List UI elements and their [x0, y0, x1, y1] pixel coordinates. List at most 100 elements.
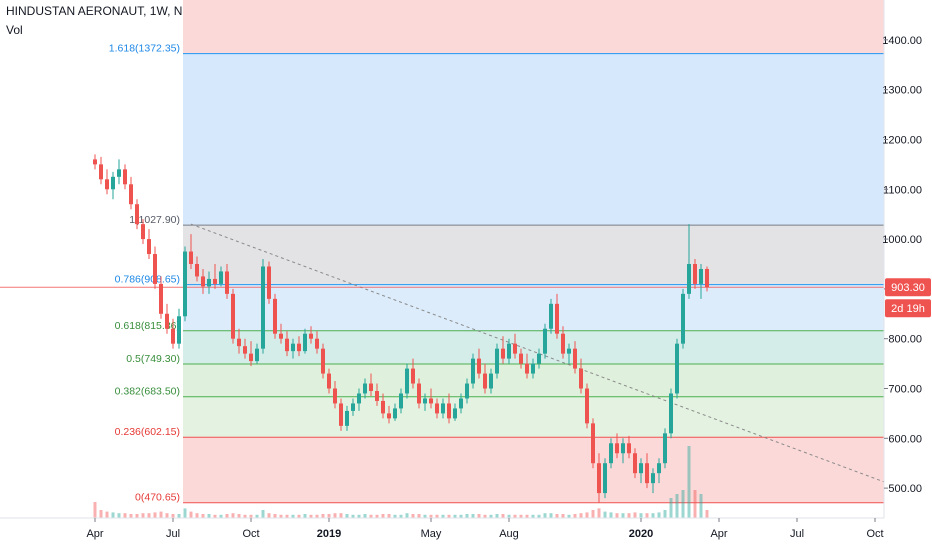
- candle-body: [621, 443, 625, 454]
- candle-body: [339, 403, 343, 426]
- volume-bar: [99, 510, 103, 518]
- volume-bar: [417, 514, 421, 518]
- candle-body: [231, 293, 235, 339]
- candle-body: [585, 388, 589, 424]
- candle-body: [489, 373, 493, 389]
- fib-zone: [183, 363, 932, 397]
- candle-body: [243, 346, 247, 354]
- volume-bar: [483, 514, 487, 518]
- volume-bar: [369, 514, 373, 518]
- volume-bar: [213, 514, 217, 518]
- volume-bar: [633, 512, 637, 518]
- candle-body: [663, 433, 667, 464]
- fib-label: 0.5(749.30): [126, 353, 180, 365]
- volume-bar: [441, 514, 445, 518]
- volume-bar: [531, 514, 535, 518]
- candle-body: [627, 443, 631, 454]
- candle-body: [321, 348, 325, 374]
- candle-body: [189, 251, 193, 264]
- volume-bar: [105, 511, 109, 518]
- volume-bar: [339, 513, 343, 518]
- candle-body: [573, 348, 577, 369]
- candle-body: [597, 463, 601, 494]
- candle-body: [603, 463, 607, 494]
- candle-body: [531, 363, 535, 374]
- x-tick-label: 2020: [629, 528, 653, 540]
- current-price-badge: [885, 278, 931, 297]
- volume-bar: [219, 514, 223, 518]
- fib-zone: [183, 0, 932, 54]
- candle-body: [129, 184, 133, 205]
- volume-bar: [465, 514, 469, 518]
- countdown-badge: [885, 299, 931, 318]
- candle-body: [387, 413, 391, 419]
- candle-body: [633, 453, 637, 474]
- x-tick-label: 2019: [317, 528, 341, 540]
- volume-bar: [195, 513, 199, 518]
- candle-body: [225, 271, 229, 294]
- volume-bar: [123, 513, 127, 518]
- candle-body: [441, 403, 445, 414]
- volume-bar: [543, 513, 547, 518]
- volume-bar: [273, 514, 277, 518]
- candle-body: [513, 343, 517, 354]
- fib-zone: [183, 225, 932, 285]
- x-tick-label: May: [421, 528, 442, 540]
- candle-body: [183, 251, 187, 317]
- volume-bar: [705, 510, 709, 518]
- volume-bar: [243, 514, 247, 518]
- candle-body: [561, 333, 565, 354]
- volume-bar: [387, 514, 391, 518]
- candle-body: [117, 169, 121, 177]
- volume-bar: [261, 510, 265, 518]
- volume-bar: [249, 514, 253, 518]
- candle-body: [609, 443, 613, 464]
- candle-body: [237, 338, 241, 347]
- volume-bar: [303, 514, 307, 518]
- candle-body: [567, 348, 571, 354]
- candle-body: [381, 400, 385, 414]
- candle-body: [171, 328, 175, 344]
- volume-bar: [681, 490, 685, 518]
- volume-bar: [207, 514, 211, 518]
- volume-bar: [291, 514, 295, 518]
- y-tick-label: 600.00: [888, 433, 922, 445]
- candle-body: [195, 263, 199, 277]
- volume-bar: [495, 514, 499, 518]
- candle-body: [207, 278, 211, 287]
- x-tick-label: Oct: [866, 528, 883, 540]
- volume-bar: [561, 514, 565, 518]
- candle-body: [351, 403, 355, 411]
- fib-label: 1(1027.90): [129, 214, 180, 226]
- volume-bar: [399, 514, 403, 518]
- candle-body: [651, 473, 655, 484]
- candle-body: [249, 353, 253, 362]
- candle-body: [333, 388, 337, 404]
- candle-body: [141, 224, 145, 240]
- volume-bar: [429, 514, 433, 518]
- volume-bar: [675, 494, 679, 518]
- volume-bar: [183, 508, 187, 518]
- candle-body: [297, 343, 301, 352]
- candle-body: [369, 383, 373, 391]
- volume-label: Vol: [6, 23, 23, 37]
- volume-bar: [363, 514, 367, 518]
- candle-body: [579, 368, 583, 389]
- volume-bar: [435, 514, 439, 518]
- volume-bar: [447, 514, 451, 518]
- volume-bar: [237, 514, 241, 518]
- candle-body: [99, 164, 103, 180]
- candle-body: [303, 333, 307, 352]
- volume-bar: [351, 514, 355, 518]
- candle-body: [417, 383, 421, 404]
- candle-body: [375, 390, 379, 401]
- candle-body: [201, 276, 205, 287]
- candle-body: [177, 316, 181, 344]
- price-axis[interactable]: [884, 0, 932, 550]
- candle-body: [105, 179, 109, 190]
- volume-bar: [423, 514, 427, 518]
- candle-body: [147, 239, 151, 255]
- volume-bar: [477, 514, 481, 518]
- volume-bar: [471, 514, 475, 518]
